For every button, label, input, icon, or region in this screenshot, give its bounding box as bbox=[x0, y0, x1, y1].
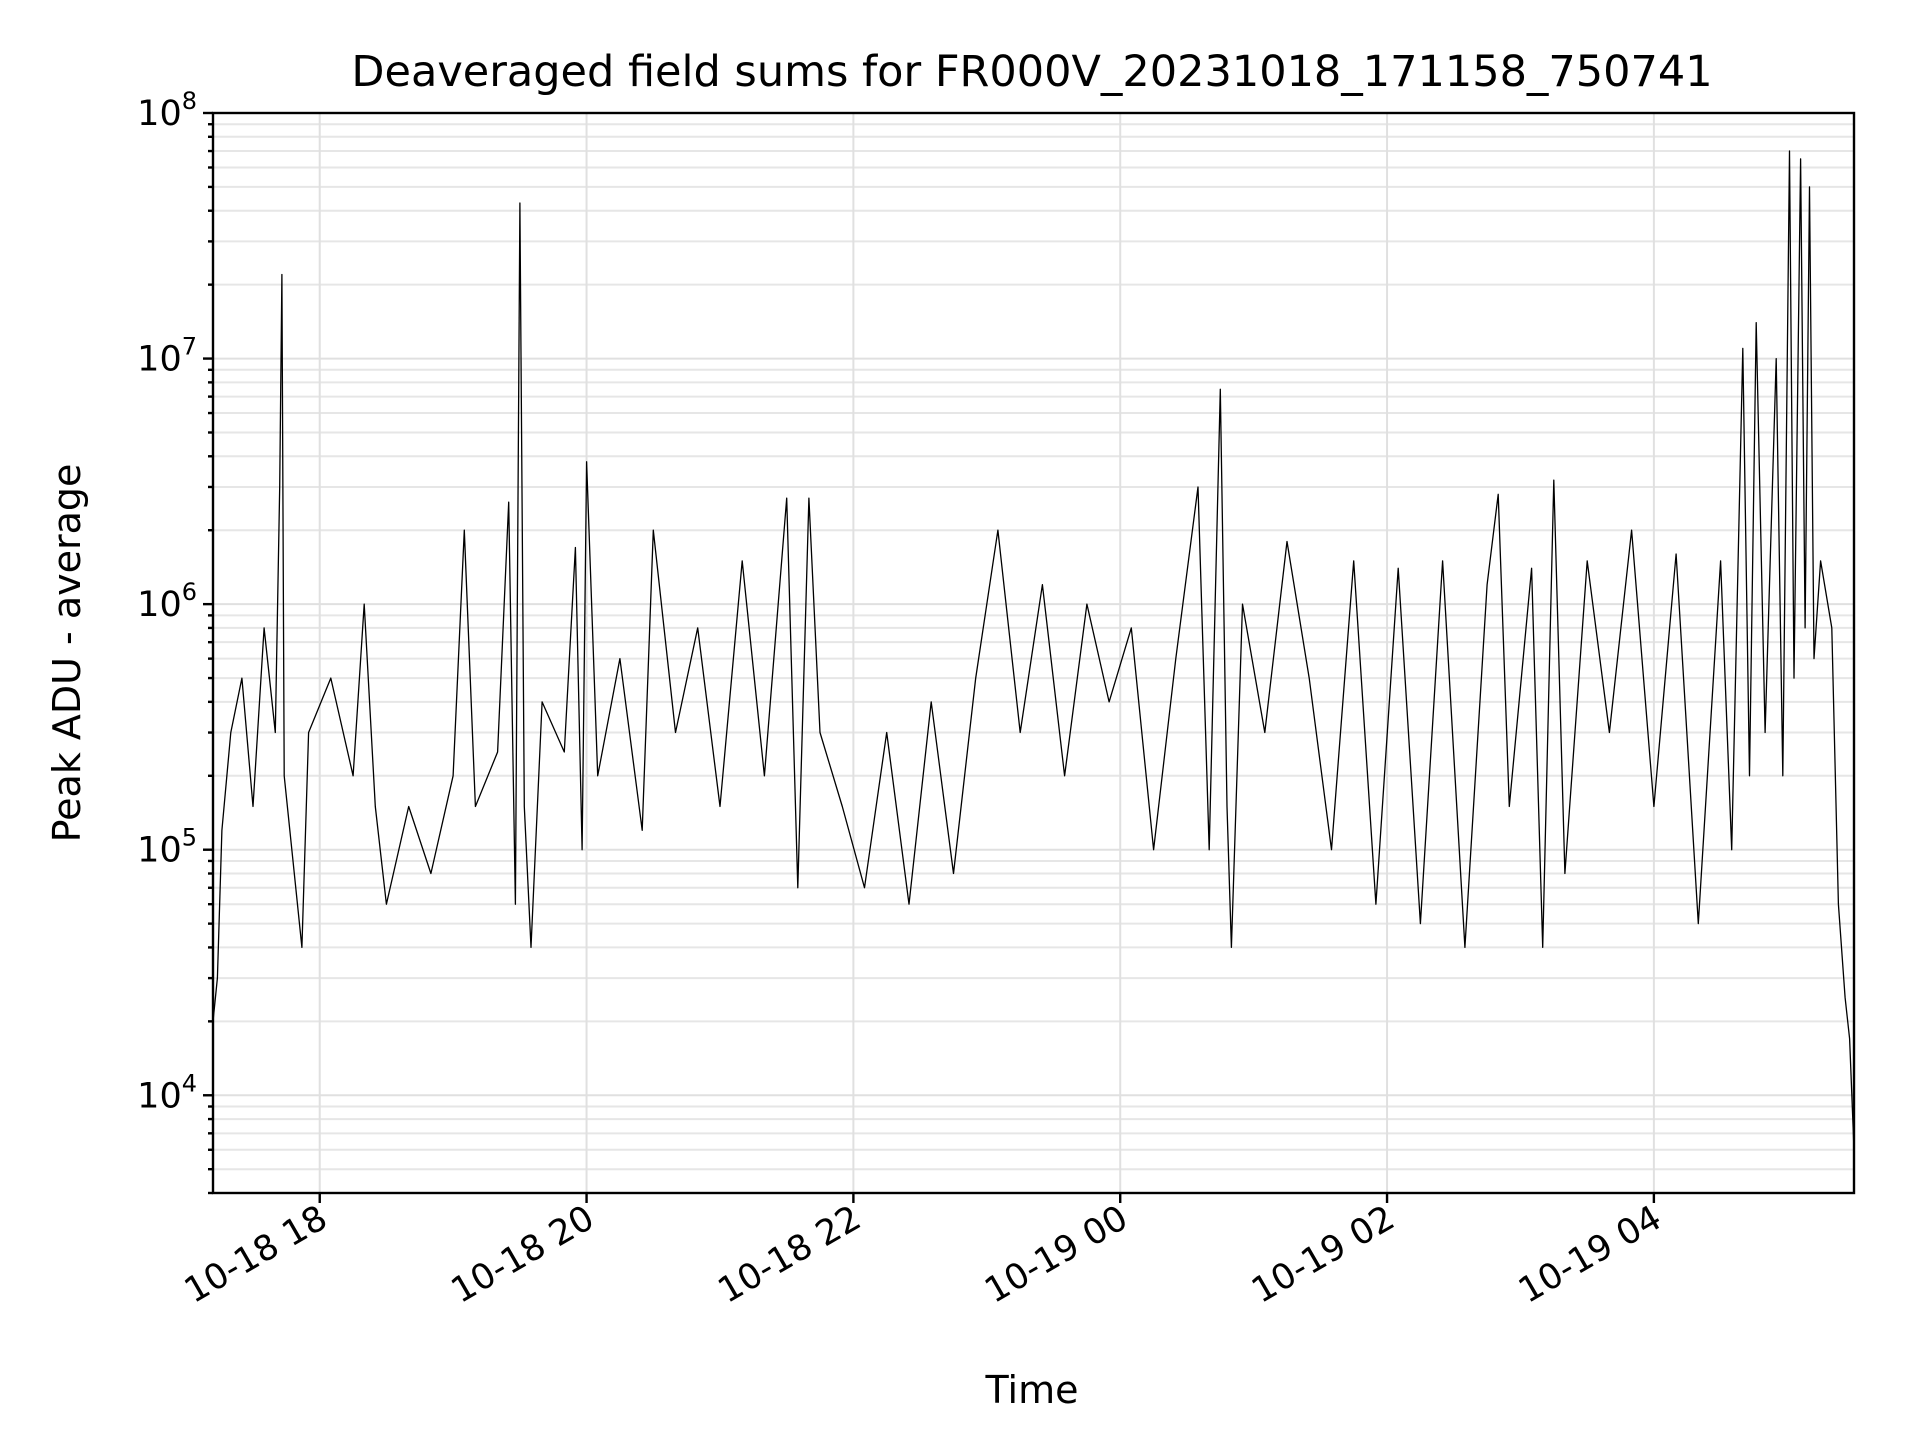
y-tick-label: 108 bbox=[137, 87, 197, 134]
y-tick-exponent: 5 bbox=[182, 824, 197, 852]
y-tick-label: 105 bbox=[137, 824, 197, 871]
plot-frame bbox=[211, 111, 1856, 1195]
x-axis-label: Time bbox=[985, 1368, 1079, 1412]
grid bbox=[213, 112, 1854, 1194]
y-tick-base: 10 bbox=[137, 1076, 182, 1116]
y-tick-base: 10 bbox=[137, 831, 182, 871]
y-axis-label: Peak ADU - average bbox=[45, 464, 89, 843]
y-tick-base: 10 bbox=[137, 340, 182, 380]
y-tick-label: 104 bbox=[137, 1069, 197, 1116]
chart-title: Deaveraged field sums for FR000V_2023101… bbox=[351, 47, 1712, 97]
y-tick-base: 10 bbox=[137, 94, 182, 134]
y-tick-label: 107 bbox=[137, 333, 197, 380]
y-tick-exponent: 7 bbox=[182, 333, 197, 361]
y-tick-exponent: 4 bbox=[182, 1069, 197, 1097]
y-tick-base: 10 bbox=[137, 585, 182, 625]
series-line bbox=[212, 150, 1855, 1150]
y-tick-exponent: 6 bbox=[182, 578, 197, 606]
y-tick-exponent: 8 bbox=[182, 87, 197, 115]
y-tick-label: 106 bbox=[137, 578, 197, 625]
